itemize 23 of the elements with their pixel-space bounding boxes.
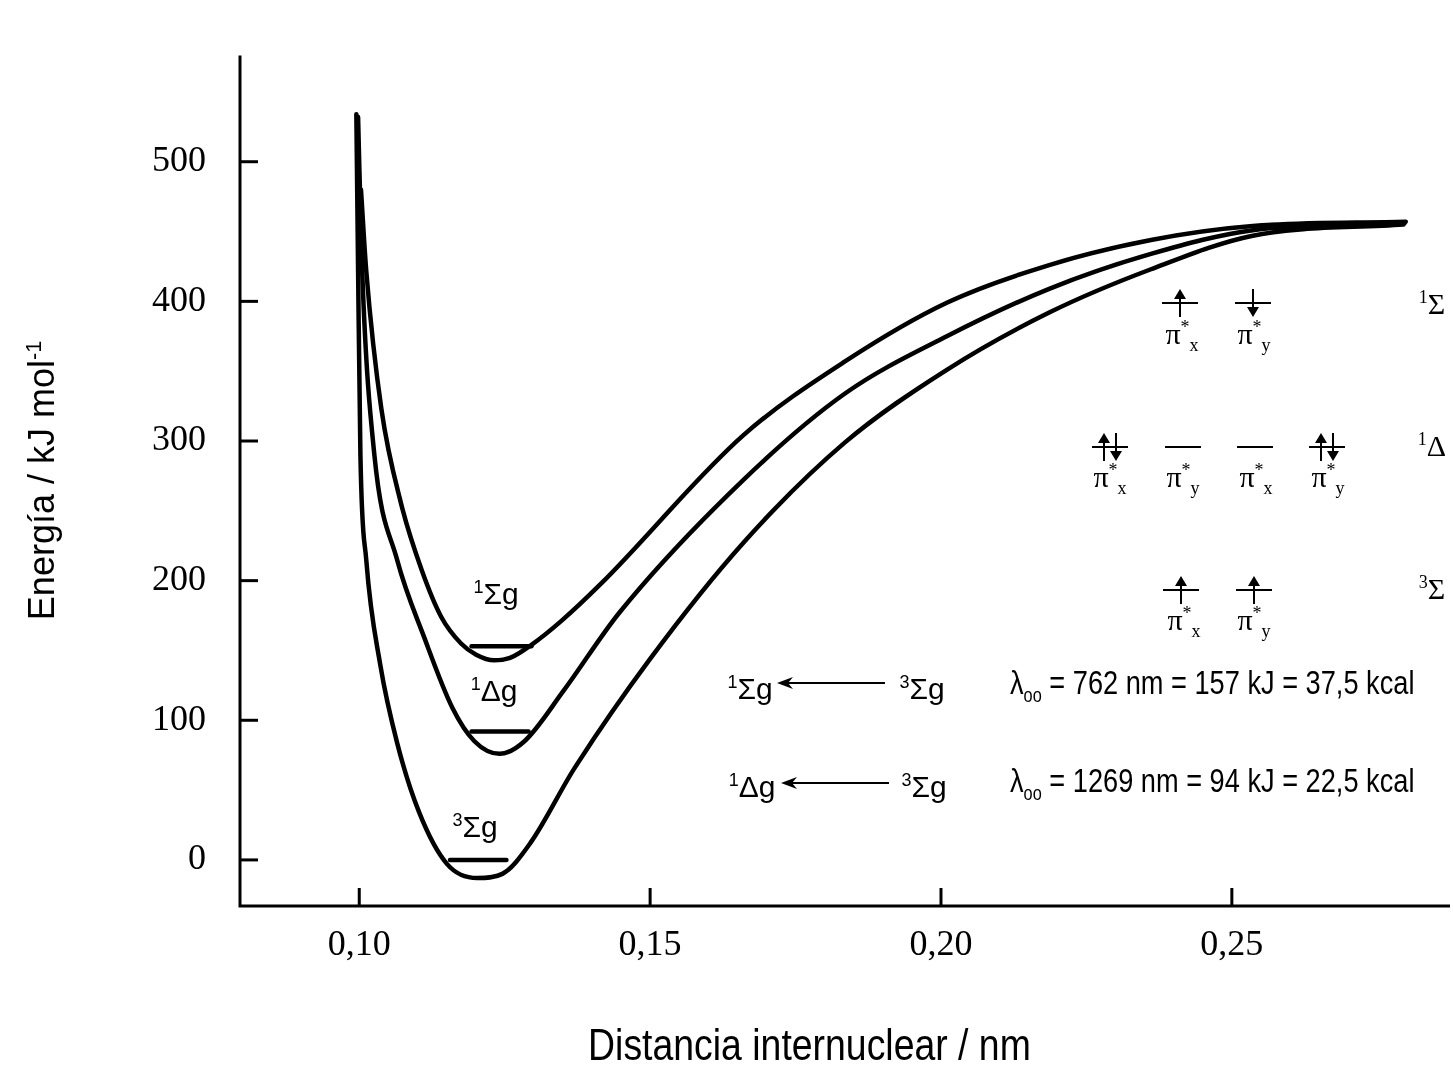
annotation: $^{3}$Σ: [1418, 571, 1446, 605]
annotation: $^{1}$Σg: [473, 576, 519, 610]
x-tick-label: 0,20: [909, 923, 973, 964]
x-tick-label: 0,10: [327, 923, 391, 964]
x-tick-label: 0,25: [1200, 923, 1264, 964]
x-tick-label: 0,15: [618, 923, 682, 964]
x-axis-title: Distancia internuclear / nm: [587, 1020, 1031, 1069]
annotation: $^{3}$Σg: [901, 769, 947, 803]
y-tick-label: 400: [152, 278, 206, 319]
annotation: $^{1}$Σ: [1418, 286, 1446, 320]
y-tick-label: 200: [152, 558, 206, 599]
y-tick-label: 300: [152, 418, 206, 459]
annotation: λ$_{oo}$ = 762 nm = 157 kJ = 37,5 kcal: [1010, 662, 1415, 706]
y-tick-label: 0: [188, 837, 206, 878]
annotation: λ$_{oo}$ = 1269 nm = 94 kJ = 22,5 kcal: [1010, 760, 1415, 804]
y-tick-label: 100: [152, 697, 206, 738]
annotation: $^{3}$Σg: [452, 809, 498, 843]
annotation: $^{1}$Δ: [1417, 428, 1447, 462]
annotation: $^{1}$Σg: [727, 671, 773, 705]
y-tick-label: 500: [152, 139, 206, 180]
annotation: $^{1}$Δg: [728, 769, 776, 803]
annotation: $^{1}$Δg: [470, 673, 518, 707]
annotation: $^{3}$Σg: [899, 671, 945, 705]
